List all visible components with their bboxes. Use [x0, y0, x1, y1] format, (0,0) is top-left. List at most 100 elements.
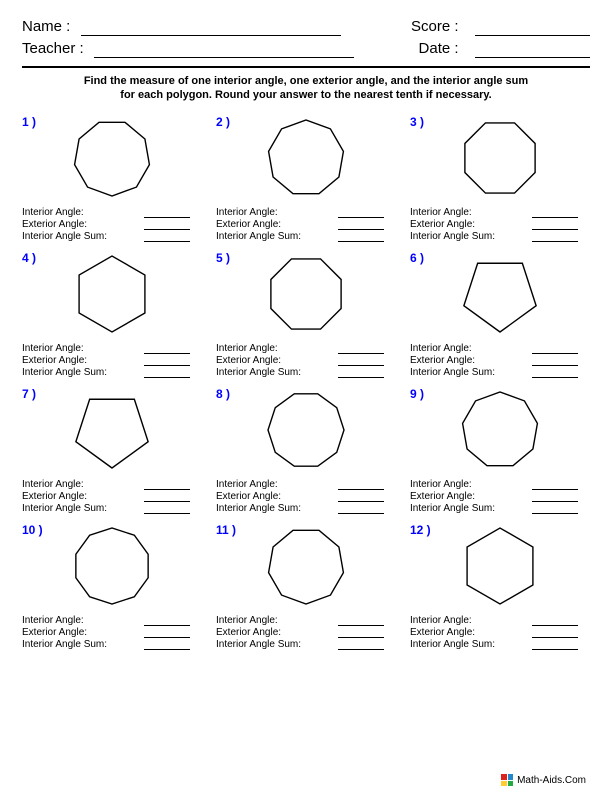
answer-blank-sum[interactable]: [532, 639, 578, 650]
answer-row-sum: Interior Angle Sum:: [22, 231, 202, 242]
problem-7: 7 )Interior Angle:Exterior Angle:Interio…: [22, 383, 202, 515]
answer-row-exterior: Exterior Angle:: [216, 627, 396, 638]
problem-top: 7 ): [22, 383, 202, 477]
answer-blank-interior[interactable]: [144, 615, 190, 626]
answer-blank-interior[interactable]: [532, 207, 578, 218]
answer-blank-sum[interactable]: [532, 367, 578, 378]
problem-top: 9 ): [410, 383, 590, 477]
polygon-8-sides: [263, 251, 349, 337]
answer-blank-sum[interactable]: [338, 503, 384, 514]
answer-blank-sum[interactable]: [144, 367, 190, 378]
problem-number: 3 ): [410, 115, 424, 129]
problem-9: 9 )Interior Angle:Exterior Angle:Interio…: [410, 383, 590, 515]
answer-blank-exterior[interactable]: [338, 491, 384, 502]
answer-blank-interior[interactable]: [338, 207, 384, 218]
answer-blank-exterior[interactable]: [144, 355, 190, 366]
answer-blank-exterior[interactable]: [338, 355, 384, 366]
name-label: Name :: [22, 18, 70, 35]
problem-top: 10 ): [22, 519, 202, 613]
problem-number: 12 ): [410, 523, 431, 537]
answer-row-interior: Interior Angle:: [22, 343, 202, 354]
answer-blank-exterior[interactable]: [532, 491, 578, 502]
date-blank[interactable]: [475, 43, 590, 58]
problem-5: 5 )Interior Angle:Exterior Angle:Interio…: [216, 247, 396, 379]
answer-label-interior: Interior Angle:: [216, 343, 278, 354]
answer-label-sum: Interior Angle Sum:: [410, 231, 495, 242]
answer-row-exterior: Exterior Angle:: [22, 219, 202, 230]
problem-1: 1 ) Interior Angle:Exterior Angle:Interio…: [22, 111, 202, 243]
answer-blank-exterior[interactable]: [338, 219, 384, 230]
answer-row-sum: Interior Angle Sum:: [216, 639, 396, 650]
answers-block: Interior Angle:Exterior Angle:Interior A…: [216, 343, 396, 378]
teacher-blank[interactable]: [94, 43, 354, 58]
answer-blank-interior[interactable]: [532, 615, 578, 626]
answer-label-sum: Interior Angle Sum:: [216, 639, 301, 650]
polygon-5-sides: [69, 387, 155, 473]
problem-number: 9 ): [410, 387, 424, 401]
answer-blank-exterior[interactable]: [144, 219, 190, 230]
answer-row-exterior: Exterior Angle:: [216, 355, 396, 366]
answer-blank-interior[interactable]: [532, 479, 578, 490]
answers-block: Interior Angle:Exterior Angle:Interior A…: [22, 343, 202, 378]
answer-blank-sum[interactable]: [144, 503, 190, 514]
name-blank[interactable]: [81, 21, 341, 36]
answer-blank-sum[interactable]: [532, 503, 578, 514]
answer-blank-interior[interactable]: [338, 615, 384, 626]
answer-blank-exterior[interactable]: [144, 491, 190, 502]
problem-top: 3 ): [410, 111, 590, 205]
instructions-line-2: for each polygon. Round your answer to t…: [120, 89, 491, 101]
answer-label-interior: Interior Angle:: [216, 479, 278, 490]
answer-label-sum: Interior Angle Sum:: [410, 367, 495, 378]
answer-blank-sum[interactable]: [144, 639, 190, 650]
header-row-1: Name : Score :: [22, 18, 590, 36]
answer-label-interior: Interior Angle:: [410, 343, 472, 354]
date-field: Date :: [419, 40, 590, 58]
problem-top: 5 ): [216, 247, 396, 341]
answer-blank-exterior[interactable]: [532, 219, 578, 230]
answer-blank-sum[interactable]: [338, 231, 384, 242]
answer-blank-interior[interactable]: [144, 479, 190, 490]
answer-blank-exterior[interactable]: [532, 355, 578, 366]
answer-label-interior: Interior Angle:: [22, 343, 84, 354]
problem-top: 12 ): [410, 519, 590, 613]
answer-row-interior: Interior Angle:: [22, 615, 202, 626]
polygon-10-sides: [263, 387, 349, 473]
answer-row-exterior: Exterior Angle:: [216, 491, 396, 502]
footer: Math-Aids.Com: [501, 774, 586, 786]
answer-label-interior: Interior Angle:: [216, 207, 278, 218]
answer-blank-sum[interactable]: [338, 367, 384, 378]
answer-label-interior: Interior Angle:: [22, 207, 84, 218]
answer-row-exterior: Exterior Angle:: [410, 627, 590, 638]
answer-label-exterior: Exterior Angle:: [410, 355, 475, 366]
answer-row-interior: Interior Angle:: [410, 615, 590, 626]
answer-blank-interior[interactable]: [338, 343, 384, 354]
answer-row-sum: Interior Angle Sum:: [216, 367, 396, 378]
answer-blank-interior[interactable]: [338, 479, 384, 490]
problem-number: 4 ): [22, 251, 36, 265]
answer-label-exterior: Exterior Angle:: [216, 219, 281, 230]
answer-row-exterior: Exterior Angle:: [22, 355, 202, 366]
problem-top: 1 ): [22, 111, 202, 205]
answer-blank-exterior[interactable]: [144, 627, 190, 638]
answer-row-sum: Interior Angle Sum:: [410, 503, 590, 514]
answer-row-sum: Interior Angle Sum:: [216, 503, 396, 514]
polygon-9-sides: [69, 115, 155, 201]
answer-blank-exterior[interactable]: [338, 627, 384, 638]
logo-icon: [501, 774, 513, 786]
problem-top: 6 ): [410, 247, 590, 341]
answer-blank-interior[interactable]: [144, 207, 190, 218]
problem-8: 8 )Interior Angle:Exterior Angle:Interio…: [216, 383, 396, 515]
answer-blank-interior[interactable]: [532, 343, 578, 354]
answer-blank-sum[interactable]: [144, 231, 190, 242]
problem-top: 2 ): [216, 111, 396, 205]
answer-blank-interior[interactable]: [144, 343, 190, 354]
answer-blank-sum[interactable]: [532, 231, 578, 242]
answer-blank-sum[interactable]: [338, 639, 384, 650]
teacher-field: Teacher :: [22, 40, 354, 58]
answer-row-exterior: Exterior Angle:: [22, 491, 202, 502]
answer-label-interior: Interior Angle:: [410, 207, 472, 218]
problem-top: 4 ): [22, 247, 202, 341]
polygon-9-sides: [263, 115, 349, 201]
score-blank[interactable]: [475, 21, 590, 36]
answer-blank-exterior[interactable]: [532, 627, 578, 638]
